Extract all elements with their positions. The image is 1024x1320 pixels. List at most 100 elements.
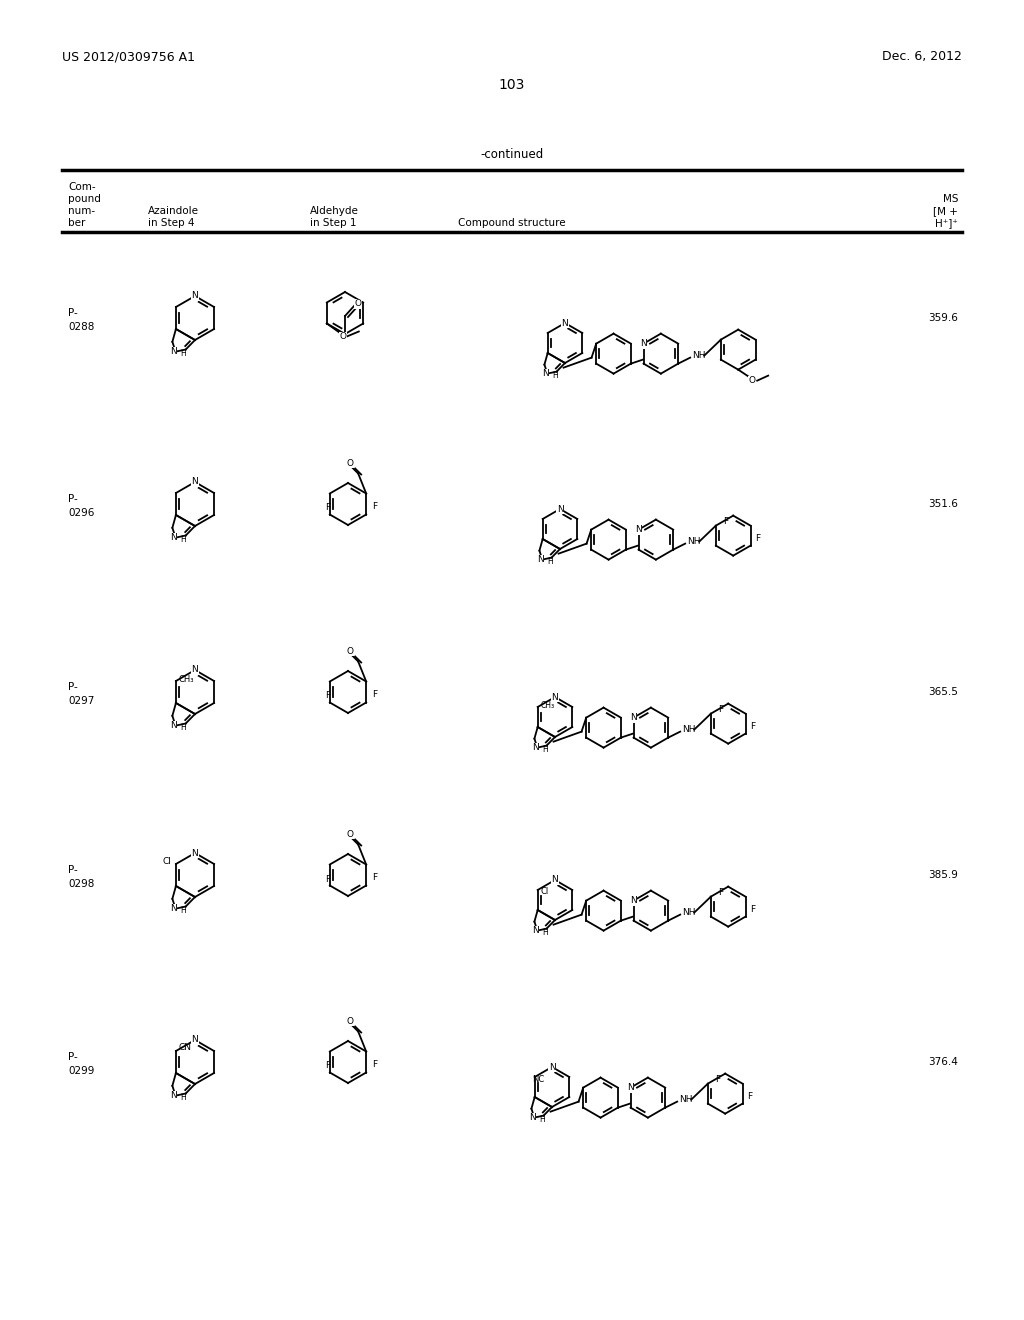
Text: 351.6: 351.6 (928, 499, 958, 510)
Text: F: F (372, 690, 377, 700)
Text: in Step 1: in Step 1 (310, 218, 356, 228)
Text: NC: NC (531, 1074, 544, 1084)
Text: [M +: [M + (933, 206, 958, 216)
Text: H: H (180, 1093, 186, 1102)
Text: N: N (630, 896, 637, 906)
Text: F: F (756, 535, 761, 543)
Text: F: F (372, 1060, 377, 1069)
Text: N: N (549, 1063, 555, 1072)
Text: Compound structure: Compound structure (458, 218, 566, 228)
Text: O: O (347, 1016, 353, 1026)
Text: NH: NH (679, 1096, 692, 1104)
Text: H: H (543, 744, 548, 754)
Text: O: O (347, 647, 353, 656)
Text: F: F (723, 517, 728, 527)
Text: O: O (347, 459, 353, 469)
Text: P-: P- (68, 1052, 78, 1063)
Text: Com-: Com- (68, 182, 95, 191)
Text: H: H (180, 723, 186, 733)
Text: F: F (372, 873, 377, 882)
Text: F: F (326, 503, 331, 512)
Text: F: F (718, 705, 723, 714)
Text: CH₃: CH₃ (541, 701, 555, 710)
Text: 359.6: 359.6 (928, 313, 958, 323)
Text: H⁺]⁺: H⁺]⁺ (935, 218, 958, 228)
Text: F: F (715, 1074, 720, 1084)
Text: N: N (627, 1084, 634, 1092)
Text: N: N (191, 665, 199, 675)
Text: P-: P- (68, 865, 78, 875)
Text: F: F (326, 1061, 331, 1071)
Text: F: F (748, 1092, 753, 1101)
Text: NH: NH (682, 725, 695, 734)
Text: H: H (180, 350, 186, 358)
Text: N: N (529, 1113, 536, 1122)
Text: N: N (170, 347, 177, 356)
Text: N: N (170, 904, 177, 913)
Text: num-: num- (68, 206, 95, 216)
Text: P-: P- (68, 682, 78, 692)
Text: H: H (180, 906, 186, 915)
Text: CN: CN (179, 1044, 191, 1052)
Text: 365.5: 365.5 (928, 686, 958, 697)
Text: Azaindole: Azaindole (148, 206, 199, 216)
Text: F: F (326, 692, 331, 701)
Text: NH: NH (687, 537, 700, 546)
Text: Aldehyde: Aldehyde (310, 206, 358, 216)
Text: O: O (749, 376, 756, 385)
Text: US 2012/0309756 A1: US 2012/0309756 A1 (62, 50, 195, 63)
Text: O: O (354, 300, 361, 309)
Text: N: N (191, 1035, 199, 1044)
Text: N: N (531, 927, 539, 935)
Text: N: N (531, 743, 539, 752)
Text: N: N (542, 370, 549, 378)
Text: N: N (561, 318, 568, 327)
Text: in Step 4: in Step 4 (148, 218, 195, 228)
Text: NH: NH (682, 908, 695, 917)
Text: NH: NH (692, 351, 706, 360)
Text: pound: pound (68, 194, 101, 205)
Text: N: N (640, 339, 647, 348)
Text: 103: 103 (499, 78, 525, 92)
Text: F: F (751, 722, 756, 731)
Text: N: N (635, 525, 642, 535)
Text: N: N (552, 693, 558, 701)
Text: 376.4: 376.4 (928, 1057, 958, 1067)
Text: O: O (347, 830, 353, 840)
Text: H: H (543, 928, 548, 937)
Text: 0298: 0298 (68, 879, 94, 888)
Text: 0297: 0297 (68, 696, 94, 706)
Text: CH₃: CH₃ (179, 675, 195, 684)
Text: ber: ber (68, 218, 85, 228)
Text: Cl: Cl (162, 857, 171, 866)
Text: 0288: 0288 (68, 322, 94, 333)
Text: H: H (548, 557, 553, 566)
Text: P-: P- (68, 308, 78, 318)
Text: N: N (170, 533, 177, 543)
Text: F: F (751, 906, 756, 915)
Text: N: N (537, 556, 544, 564)
Text: F: F (326, 874, 331, 883)
Text: -continued: -continued (480, 148, 544, 161)
Text: N: N (191, 478, 199, 487)
Text: 0296: 0296 (68, 508, 94, 517)
Text: F: F (718, 888, 723, 898)
Text: N: N (552, 875, 558, 884)
Text: 0299: 0299 (68, 1067, 94, 1076)
Text: N: N (191, 849, 199, 858)
Text: N: N (170, 1092, 177, 1100)
Text: H: H (552, 371, 558, 380)
Text: Cl: Cl (541, 887, 549, 896)
Text: H: H (180, 535, 186, 544)
Text: F: F (372, 502, 377, 511)
Text: P-: P- (68, 494, 78, 504)
Text: Dec. 6, 2012: Dec. 6, 2012 (882, 50, 962, 63)
Text: N: N (191, 292, 199, 301)
Text: H: H (540, 1115, 545, 1125)
Text: N: N (557, 504, 563, 513)
Text: N: N (170, 721, 177, 730)
Text: MS: MS (942, 194, 958, 205)
Text: N: N (630, 713, 637, 722)
Text: O: O (339, 333, 346, 341)
Text: 385.9: 385.9 (928, 870, 958, 880)
